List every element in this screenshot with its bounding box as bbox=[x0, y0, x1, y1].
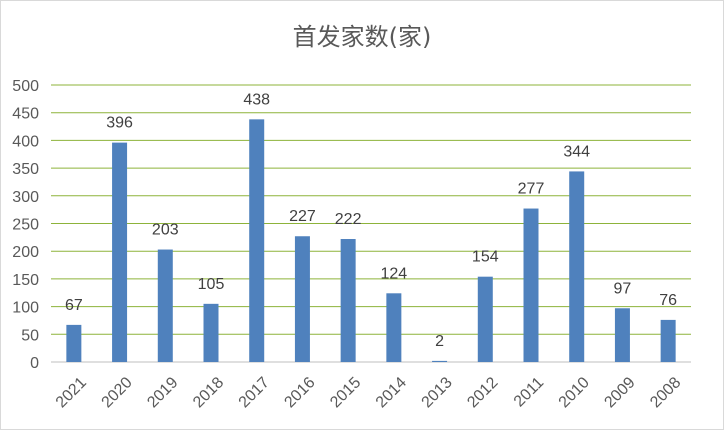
y-tick-label: 450 bbox=[12, 106, 39, 123]
bar bbox=[294, 236, 310, 362]
data-label: 2 bbox=[435, 333, 444, 350]
x-tick-label: 2016 bbox=[281, 374, 318, 411]
x-tick-label: 2019 bbox=[144, 374, 181, 411]
y-tick-label: 300 bbox=[12, 189, 39, 206]
bar bbox=[523, 208, 539, 362]
chart-title: 首发家数(家) bbox=[293, 23, 432, 51]
x-tick-label: 2014 bbox=[373, 374, 410, 411]
bar bbox=[569, 171, 585, 362]
y-tick-label: 400 bbox=[12, 133, 39, 150]
x-tick-label: 2011 bbox=[511, 374, 547, 410]
y-tick-label: 0 bbox=[30, 355, 39, 372]
bars bbox=[66, 119, 676, 363]
data-label: 97 bbox=[614, 280, 632, 297]
bar bbox=[432, 360, 448, 362]
x-tick-label: 2009 bbox=[601, 374, 638, 411]
data-labels: 67 396 203 105 438 227 222 124 2 154 277 344 97 76 bbox=[65, 91, 677, 350]
data-label: 396 bbox=[106, 115, 133, 132]
x-tick-label: 2021 bbox=[53, 374, 90, 411]
data-label: 124 bbox=[381, 265, 408, 282]
bar bbox=[340, 239, 356, 362]
data-label: 203 bbox=[152, 222, 179, 239]
x-tick-label: 2013 bbox=[419, 374, 456, 411]
data-label: 222 bbox=[335, 211, 362, 228]
bar bbox=[112, 142, 128, 362]
bar bbox=[614, 308, 630, 362]
x-tick-label: 2015 bbox=[327, 374, 364, 411]
data-label: 438 bbox=[243, 91, 270, 108]
y-tick-label: 50 bbox=[21, 327, 39, 344]
data-label: 76 bbox=[659, 292, 677, 309]
x-tick-label: 2018 bbox=[190, 374, 227, 411]
bar bbox=[660, 319, 676, 362]
data-label: 344 bbox=[563, 143, 590, 160]
x-tick-label: 2008 bbox=[647, 374, 684, 411]
x-tick-label: 2020 bbox=[99, 374, 136, 411]
y-tick-label: 350 bbox=[12, 161, 39, 178]
gridlines bbox=[51, 84, 691, 363]
x-tick-label: 2012 bbox=[464, 374, 501, 411]
data-label: 277 bbox=[518, 181, 545, 198]
data-label: 67 bbox=[65, 297, 83, 314]
bar bbox=[386, 293, 402, 362]
x-tick-label: 2017 bbox=[236, 374, 273, 411]
y-tick-label: 250 bbox=[12, 217, 39, 234]
bar bbox=[203, 303, 219, 362]
x-tick-label: 2010 bbox=[556, 374, 593, 411]
y-tick-label: 200 bbox=[12, 244, 39, 261]
x-axis-ticks: 2021 2020 2019 2018 2017 2016 2015 2014 2013 2012… bbox=[53, 374, 685, 411]
bar bbox=[249, 119, 265, 363]
y-tick-label: 100 bbox=[12, 300, 39, 317]
y-tick-label: 500 bbox=[12, 78, 39, 95]
bar bbox=[66, 324, 82, 362]
y-axis-ticks: 0 50 100 150 200 250 300 350 400 450 500 bbox=[12, 78, 39, 372]
bar bbox=[157, 249, 173, 362]
data-label: 105 bbox=[198, 276, 225, 293]
y-tick-label: 150 bbox=[12, 272, 39, 289]
data-label: 154 bbox=[472, 249, 499, 266]
data-label: 227 bbox=[289, 208, 316, 225]
bar bbox=[477, 276, 493, 362]
